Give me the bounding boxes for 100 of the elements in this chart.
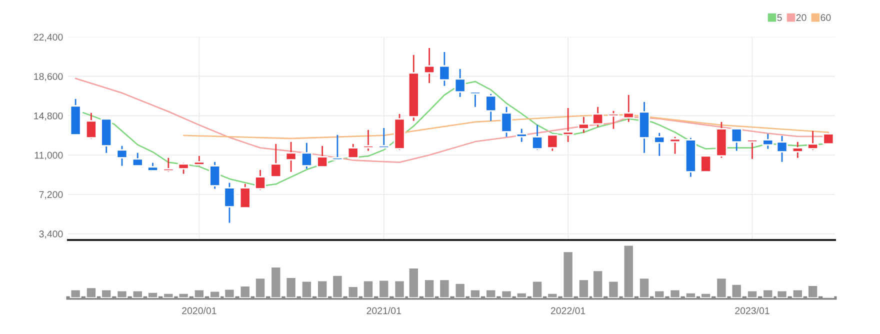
candlestick <box>516 128 528 143</box>
bar <box>85 286 97 298</box>
bar <box>347 286 359 298</box>
candlestick <box>347 143 359 159</box>
candlestick <box>608 110 620 130</box>
bar <box>438 278 450 298</box>
y-tick-label: 7,200 <box>39 191 63 200</box>
x-tick-label: 2021/01 <box>366 307 401 314</box>
line-series <box>182 114 830 140</box>
bar <box>730 284 742 298</box>
candlestick <box>362 129 374 152</box>
bar <box>254 277 266 298</box>
bar <box>592 270 604 298</box>
legend-label: 20 <box>796 14 806 22</box>
bar <box>362 280 374 298</box>
bar <box>285 276 297 298</box>
candlestick <box>438 51 450 87</box>
bar <box>332 274 344 298</box>
bar <box>716 277 728 298</box>
candlestick <box>469 91 481 108</box>
bar <box>500 290 512 298</box>
bar <box>300 280 312 298</box>
bar <box>654 290 666 298</box>
bar <box>239 285 251 298</box>
bar <box>485 288 497 298</box>
candlestick <box>239 183 251 208</box>
bar <box>394 280 406 298</box>
candlestick <box>209 161 221 190</box>
bar <box>408 267 420 298</box>
bar <box>562 250 574 298</box>
bar <box>746 290 758 298</box>
bar <box>532 280 544 298</box>
y-tick-label: 14,800 <box>34 112 63 120</box>
candlestick <box>454 68 466 98</box>
candlestick <box>162 157 174 173</box>
bar <box>100 288 112 298</box>
candlestick <box>532 124 544 151</box>
bar <box>776 290 788 298</box>
candlestick <box>132 152 144 167</box>
candlestick <box>300 142 312 170</box>
candlestick <box>193 155 205 167</box>
bar <box>700 292 712 298</box>
bar <box>578 278 590 298</box>
bar <box>684 292 696 298</box>
legend-label: 5 <box>777 14 782 22</box>
candlestick <box>669 136 681 155</box>
candlestick <box>622 94 634 123</box>
bar <box>669 288 681 298</box>
bar <box>762 288 774 298</box>
candlestick <box>746 139 758 160</box>
bar <box>147 291 159 298</box>
bar <box>638 277 650 298</box>
bar <box>178 292 190 298</box>
bar <box>424 278 436 298</box>
bar <box>469 288 481 298</box>
candlestick <box>316 145 328 168</box>
x-tick-label: 2023/01 <box>735 307 770 314</box>
bar <box>193 288 205 298</box>
bar <box>454 282 466 298</box>
bar <box>608 280 620 298</box>
y-tick-label: 11,000 <box>34 152 63 160</box>
candlestick <box>254 169 266 191</box>
candlestick <box>332 134 344 161</box>
legend-label: 60 <box>820 14 831 22</box>
candlestick <box>85 112 97 140</box>
candlestick <box>116 145 128 167</box>
x-tick-label: 2020/01 <box>182 307 216 314</box>
candlestick <box>562 107 574 143</box>
bar <box>546 292 558 298</box>
bar <box>622 244 634 298</box>
candlestick <box>285 141 297 173</box>
bar <box>224 288 236 298</box>
bar <box>70 288 82 298</box>
bar <box>516 292 528 298</box>
bar <box>162 292 174 298</box>
candlestick <box>792 141 804 159</box>
candlestick <box>776 135 788 163</box>
bar <box>792 288 804 298</box>
candlestick <box>578 116 590 134</box>
candlestick <box>224 182 236 224</box>
candlestick <box>730 128 742 152</box>
x-tick-label: 2022/01 <box>550 307 586 314</box>
bar <box>116 290 128 298</box>
candlestick <box>807 130 819 151</box>
bar <box>132 290 144 298</box>
candlestick <box>500 106 512 138</box>
bar <box>807 284 819 298</box>
y-tick-label: 3,400 <box>39 230 63 239</box>
candlestick <box>270 143 282 178</box>
y-tick-label: 18,600 <box>34 73 63 82</box>
candlestick <box>485 93 497 122</box>
bar <box>270 266 282 298</box>
candlestick <box>424 47 436 84</box>
candlestick <box>378 127 390 149</box>
y-tick-label: 22,400 <box>34 34 63 42</box>
candlestick <box>762 133 774 150</box>
bar <box>378 279 390 298</box>
bar <box>316 280 328 298</box>
candlestick <box>654 132 666 157</box>
candlestick <box>546 134 558 152</box>
